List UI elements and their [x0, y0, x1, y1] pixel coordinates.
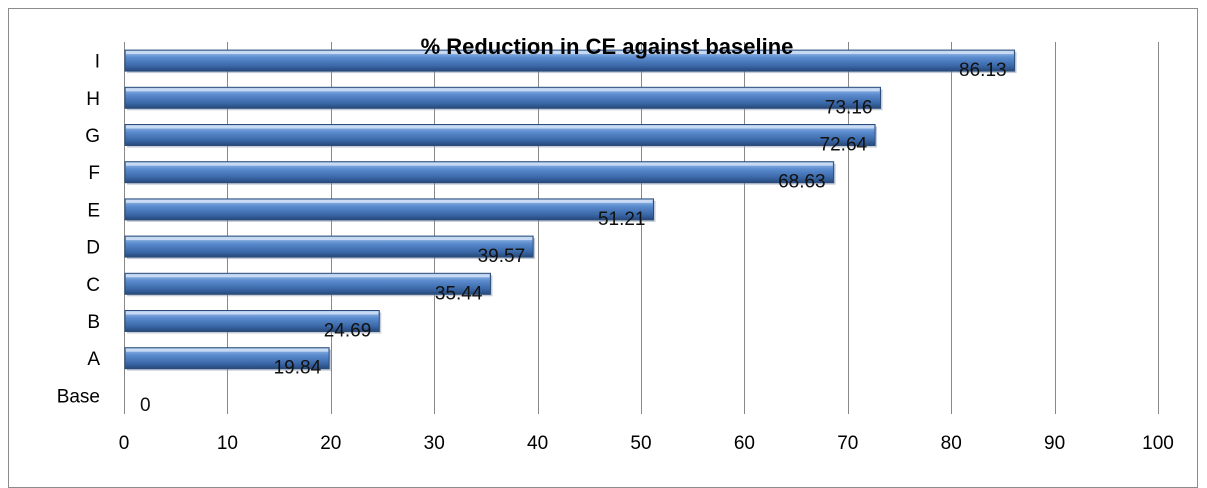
x-tick-label-100: 100: [1142, 433, 1174, 454]
data-label-C: 35.44: [435, 283, 483, 304]
x-tick-label-70: 70: [837, 433, 858, 454]
category-label-B: B: [87, 312, 100, 333]
x-tick-label-90: 90: [1044, 433, 1065, 454]
data-label-D: 39.57: [478, 246, 526, 267]
bar-G: [124, 124, 878, 148]
bar-F: [124, 161, 836, 185]
bar-I: [124, 49, 1017, 74]
category-label-C: C: [86, 275, 100, 296]
bars: [124, 49, 1017, 371]
x-tick-label-20: 20: [320, 433, 341, 454]
x-tick-label-60: 60: [734, 433, 755, 454]
x-tick-label-50: 50: [630, 433, 651, 454]
bar-C: [124, 272, 493, 297]
x-tick-label-10: 10: [217, 433, 238, 454]
data-label-A: 19.84: [274, 358, 322, 379]
data-label-F: 68.63: [778, 172, 826, 193]
x-tick-labels: 0 10 20 30 40 50 60 70 80 90 100: [119, 433, 1174, 454]
category-label-G: G: [85, 126, 100, 147]
data-label-E: 51.21: [598, 209, 646, 230]
data-label-H: 73.16: [825, 97, 873, 118]
bar-B: [124, 310, 382, 334]
category-label-F: F: [88, 163, 100, 184]
x-tick-label-30: 30: [424, 433, 445, 454]
x-tick-label-80: 80: [941, 433, 962, 454]
category-label-Base: Base: [57, 386, 100, 407]
category-label-E: E: [87, 200, 100, 221]
data-label-Base: 0: [140, 395, 151, 416]
bar-H: [124, 86, 883, 111]
chart-title: % Reduction in CE against baseline: [421, 34, 794, 59]
category-label-I: I: [95, 52, 100, 73]
category-label-A: A: [87, 349, 100, 370]
category-label-H: H: [86, 89, 100, 110]
bar-E: [124, 198, 656, 222]
data-label-B: 24.69: [324, 321, 372, 342]
bar-D: [124, 235, 536, 260]
bar-A: [124, 347, 332, 371]
data-label-I: 86.13: [959, 60, 1007, 81]
category-label-D: D: [86, 238, 100, 259]
data-label-G: 72.64: [820, 135, 868, 156]
x-tick-label-40: 40: [527, 433, 548, 454]
x-tick-label-0: 0: [119, 433, 130, 454]
